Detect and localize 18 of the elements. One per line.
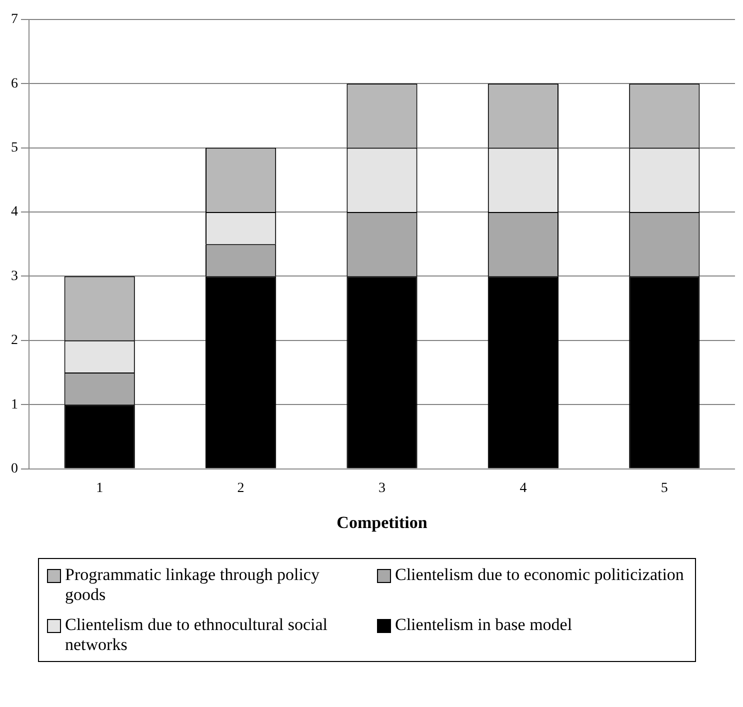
legend-label: Clientelism due to ethnocultural social networks — [65, 615, 328, 655]
y-tick-label: 3 — [11, 268, 18, 284]
x-tick-label: 2 — [237, 480, 244, 496]
legend-label: Programmatic linkage through policy goods — [65, 565, 320, 605]
legend-label: Clientelism in base model — [395, 615, 572, 635]
y-tick-label: 4 — [11, 204, 18, 220]
y-tick-label: 0 — [11, 461, 18, 476]
x-tick-label: 4 — [520, 480, 527, 496]
y-tick-label: 2 — [11, 333, 18, 348]
legend-label: Clientelism due to economic politicization — [395, 565, 684, 585]
y-tick-label: 6 — [11, 76, 18, 92]
x-axis-title: Competition — [336, 513, 428, 532]
x-tick-label: 1 — [96, 480, 104, 496]
y-tick-label: 5 — [11, 140, 18, 156]
x-tick-label: 3 — [378, 480, 386, 496]
y-tick-label: 1 — [11, 397, 18, 412]
y-tick-label: 7 — [11, 12, 18, 28]
x-tick-label: 5 — [660, 480, 668, 496]
